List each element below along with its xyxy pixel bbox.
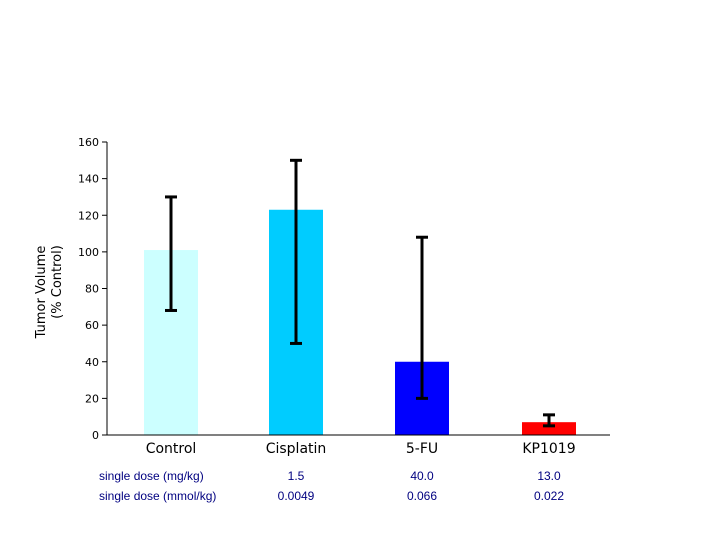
y-axis-title-line1: Tumor Volume (34, 246, 49, 340)
error-bars (165, 158, 555, 428)
y-tick-label: 80 (85, 283, 99, 296)
x-tick-label: Cisplatin (266, 441, 327, 457)
x-axis: Control Cisplatin 5-FU KP1019 (107, 434, 610, 457)
dose-value: 13.0 (537, 469, 561, 483)
x-tick-label: 5-FU (406, 441, 438, 457)
y-tick-label: 60 (85, 319, 99, 332)
dose-value: 0.0049 (278, 489, 315, 503)
dose-value: 1.5 (288, 469, 305, 483)
y-tick-label: 20 (85, 392, 99, 405)
x-tick-label: KP1019 (522, 441, 575, 457)
y-tick-label: 0 (92, 429, 99, 442)
dose-table: single dose (mg/kg) 1.5 40.0 13.0 single… (99, 469, 564, 503)
y-axis-title-line2: (% Control) (50, 245, 65, 319)
y-tick-label: 160 (78, 136, 99, 149)
y-tick-label: 40 (85, 356, 99, 369)
y-tick-label: 100 (78, 246, 99, 259)
bar (522, 422, 576, 435)
dose-row-label: single dose (mmol/kg) (99, 489, 216, 503)
dose-value: 40.0 (410, 469, 434, 483)
bars (144, 209, 576, 435)
y-axis-title: Tumor Volume (% Control) (34, 245, 65, 339)
y-tick-label: 120 (78, 209, 99, 222)
dose-value: 0.066 (407, 489, 437, 503)
x-tick-label: Control (146, 441, 197, 457)
y-tick-label: 140 (78, 173, 99, 186)
y-axis: 0 20 40 60 80 100 120 140 160 (78, 136, 108, 442)
dose-row-label: single dose (mg/kg) (99, 469, 204, 483)
dose-value: 0.022 (534, 489, 564, 503)
